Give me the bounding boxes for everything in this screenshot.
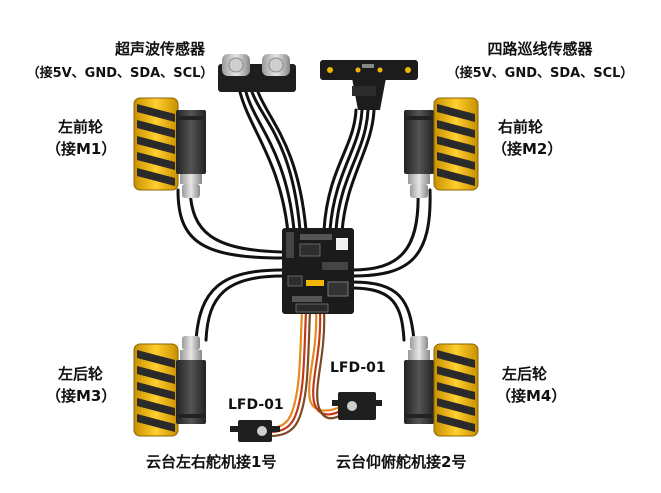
pan-servo (230, 420, 280, 442)
rear-right-port: （接M4） (496, 387, 567, 405)
servo2-model: LFD-01 (330, 360, 386, 376)
ultrasonic-wire-1 (250, 90, 302, 232)
front-left-label: 左前轮 (58, 118, 104, 136)
servo1-model: LFD-01 (228, 397, 284, 413)
m1-wire-b (188, 188, 284, 254)
connection-wires (176, 90, 432, 342)
rear-left-label: 左后轮 (58, 365, 104, 383)
servo1-wire-red (269, 309, 308, 434)
rear-right-wheel-assembly (404, 336, 479, 437)
tilt-servo (332, 392, 382, 420)
front-right-port: （接M2） (492, 140, 563, 158)
linetrack-wire-1 (328, 108, 364, 232)
ultrasonic-wire-2 (256, 90, 308, 232)
ultrasonic-wire-4 (238, 90, 290, 234)
rear-left-port: （接M3） (46, 387, 117, 405)
front-right-wheel-assembly (404, 97, 479, 198)
servo1-caption: 云台左右舵机接1号 (146, 453, 277, 471)
front-left-port: （接M1） (46, 140, 117, 158)
front-right-label: 右前轮 (498, 118, 544, 136)
line-tracking-sensor (320, 60, 418, 110)
servo2-caption: 云台仰俯舵机接2号 (336, 453, 467, 471)
m3-wire-a (194, 268, 284, 342)
linetrack-wire-4 (340, 108, 376, 234)
controller-board (282, 228, 354, 314)
linetrack-wire-2 (334, 108, 370, 232)
ultrasonic-title: 超声波传感器 (114, 40, 205, 58)
m2-wire-a (350, 188, 420, 272)
m4-wire-b (350, 286, 406, 342)
m3-wire-b (204, 274, 284, 342)
servo2-wire-orange (308, 309, 343, 412)
rear-left-wheel-assembly (133, 336, 206, 437)
servo2-wire-red (312, 309, 343, 416)
rear-right-label: 左后轮 (502, 365, 548, 383)
linetrack-wire-3 (322, 108, 358, 232)
m4-wire-a (350, 280, 416, 342)
servo-wires (269, 309, 343, 438)
linetrack-title: 四路巡线传感器 (487, 40, 593, 58)
m1-wire-a (176, 188, 284, 260)
linetrack-pins: （接5V、GND、SDA、SCL） (446, 66, 634, 81)
servo2-wire-brown (316, 309, 343, 420)
ultrasonic-pins: （接5V、GND、SDA、SCL） (26, 66, 214, 81)
ultrasonic-wire-3 (244, 90, 296, 232)
servo1-wire-brown (269, 309, 312, 438)
ultrasonic-sensor (218, 54, 296, 92)
m2-wire-b (350, 188, 432, 278)
front-left-wheel-assembly (133, 97, 206, 198)
